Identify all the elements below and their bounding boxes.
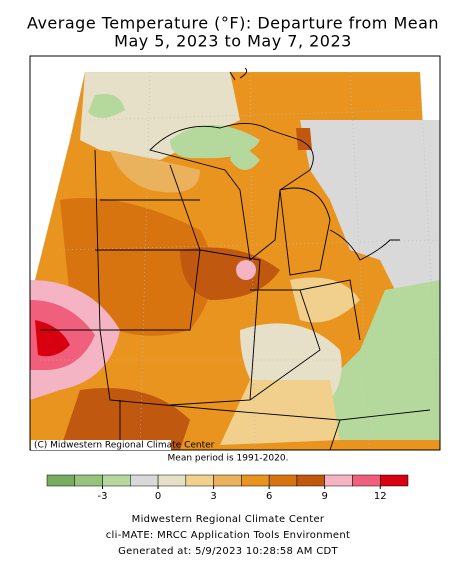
colorbar: -3 0 3 6 9 12 <box>46 474 409 502</box>
title-line: May 5, 2023 to May 7, 2023 <box>114 32 352 51</box>
colorbar-segment <box>324 474 353 487</box>
map: (C) Midwestern Regional Climate Center <box>29 55 441 451</box>
colorbar-segment <box>74 474 103 487</box>
colorbar-segment <box>130 474 159 487</box>
colorbar-tick-label: 9 <box>322 491 328 502</box>
colorbar-segment <box>379 474 409 487</box>
colorbar-segment <box>157 474 187 487</box>
colorbar-segment <box>352 474 381 487</box>
colorbar-tick-label: 0 <box>155 491 161 502</box>
map-credit: (C) Midwestern Regional Climate Center <box>34 441 215 451</box>
colorbar-tick-label: 3 <box>210 491 216 502</box>
colorbar-tick-label: 12 <box>374 491 387 502</box>
footer-line: Midwestern Regional Climate Center <box>132 514 325 525</box>
colorbar-segment <box>46 474 76 487</box>
note: Mean period is 1991-2020. <box>168 454 289 464</box>
colorbar-segment <box>213 474 242 487</box>
title-line: Average Temperature (°F): Departure from… <box>27 14 439 33</box>
colorbar-segment <box>102 474 131 487</box>
colorbar-segment <box>268 474 298 487</box>
footer-line: cli-MATE: MRCC Application Tools Environ… <box>106 530 350 541</box>
footer-line: Generated at: 5/9/2023 10:28:58 AM CDT <box>118 546 338 557</box>
colorbar-segment <box>296 474 325 487</box>
colorbar-tick-label: 6 <box>266 491 272 502</box>
colorbar-tick-label: -3 <box>98 491 108 502</box>
colorbar-segment <box>241 474 270 487</box>
colorbar-segment <box>185 474 214 487</box>
